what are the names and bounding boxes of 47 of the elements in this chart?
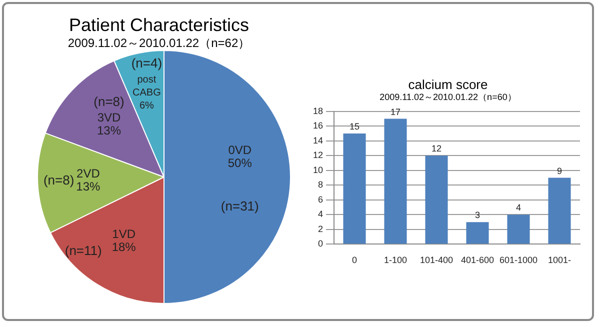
slice-label: 3VD (97, 110, 121, 125)
slice-label: 2VD (76, 166, 100, 181)
x-tick-label: 401-600 (460, 255, 494, 266)
bar (548, 178, 571, 244)
data-label: (n=11) (64, 243, 102, 258)
text: 6% (139, 100, 154, 112)
x-tick-label: 601-1000 (499, 255, 538, 266)
data-label: 3 (474, 210, 480, 220)
chart-title: calcium score (407, 77, 489, 92)
y-tick-label: 16 (312, 120, 324, 131)
bar (343, 134, 366, 244)
data-label: 17 (390, 106, 401, 117)
data-label: (n=31) (220, 198, 259, 214)
text: 50% (228, 156, 252, 170)
bar (425, 156, 448, 244)
text: 13% (96, 124, 122, 138)
data-label: 4 (516, 202, 522, 213)
y-tick-label: 4 (318, 209, 324, 220)
y-tick-label: 14 (312, 135, 324, 146)
y-tick-label: 18 (312, 106, 324, 116)
y-tick-label: 0 (318, 238, 324, 249)
x-tick-label: 101-400 (420, 255, 454, 266)
chart-subtitle: 2009.11.02～2010.01.22（n=60） (378, 92, 518, 104)
chart-subtitle: 2009.11.02～2010.01.22（n=62） (66, 36, 252, 50)
text: 13% (76, 180, 100, 194)
text: 18% (112, 240, 136, 254)
x-tick-label: 1001- (548, 255, 572, 266)
data-label: 15 (350, 122, 360, 132)
slice-label: post CABG (132, 74, 162, 99)
y-tick-label: 6 (318, 194, 324, 205)
bar (466, 222, 489, 244)
y-tick-label: 2 (318, 224, 324, 234)
data-label: (n=8) (43, 172, 74, 188)
data-label: (n=8) (94, 94, 124, 109)
bar (507, 214, 530, 244)
x-tick-label: 1-100 (384, 255, 408, 266)
slice-label: 0VD (228, 143, 252, 157)
slice-label: 1VD (112, 227, 136, 242)
chart-title: Patient Characteristics (68, 15, 250, 36)
y-tick-label: 12 (312, 150, 324, 160)
data-label: 9 (556, 166, 562, 176)
bar (384, 118, 407, 244)
data-label: (n=4) (131, 56, 162, 71)
y-tick-label: 8 (318, 180, 324, 190)
y-tick-label: 10 (312, 165, 324, 175)
data-label: 12 (432, 144, 442, 154)
x-tick-label: 0 (352, 255, 358, 266)
